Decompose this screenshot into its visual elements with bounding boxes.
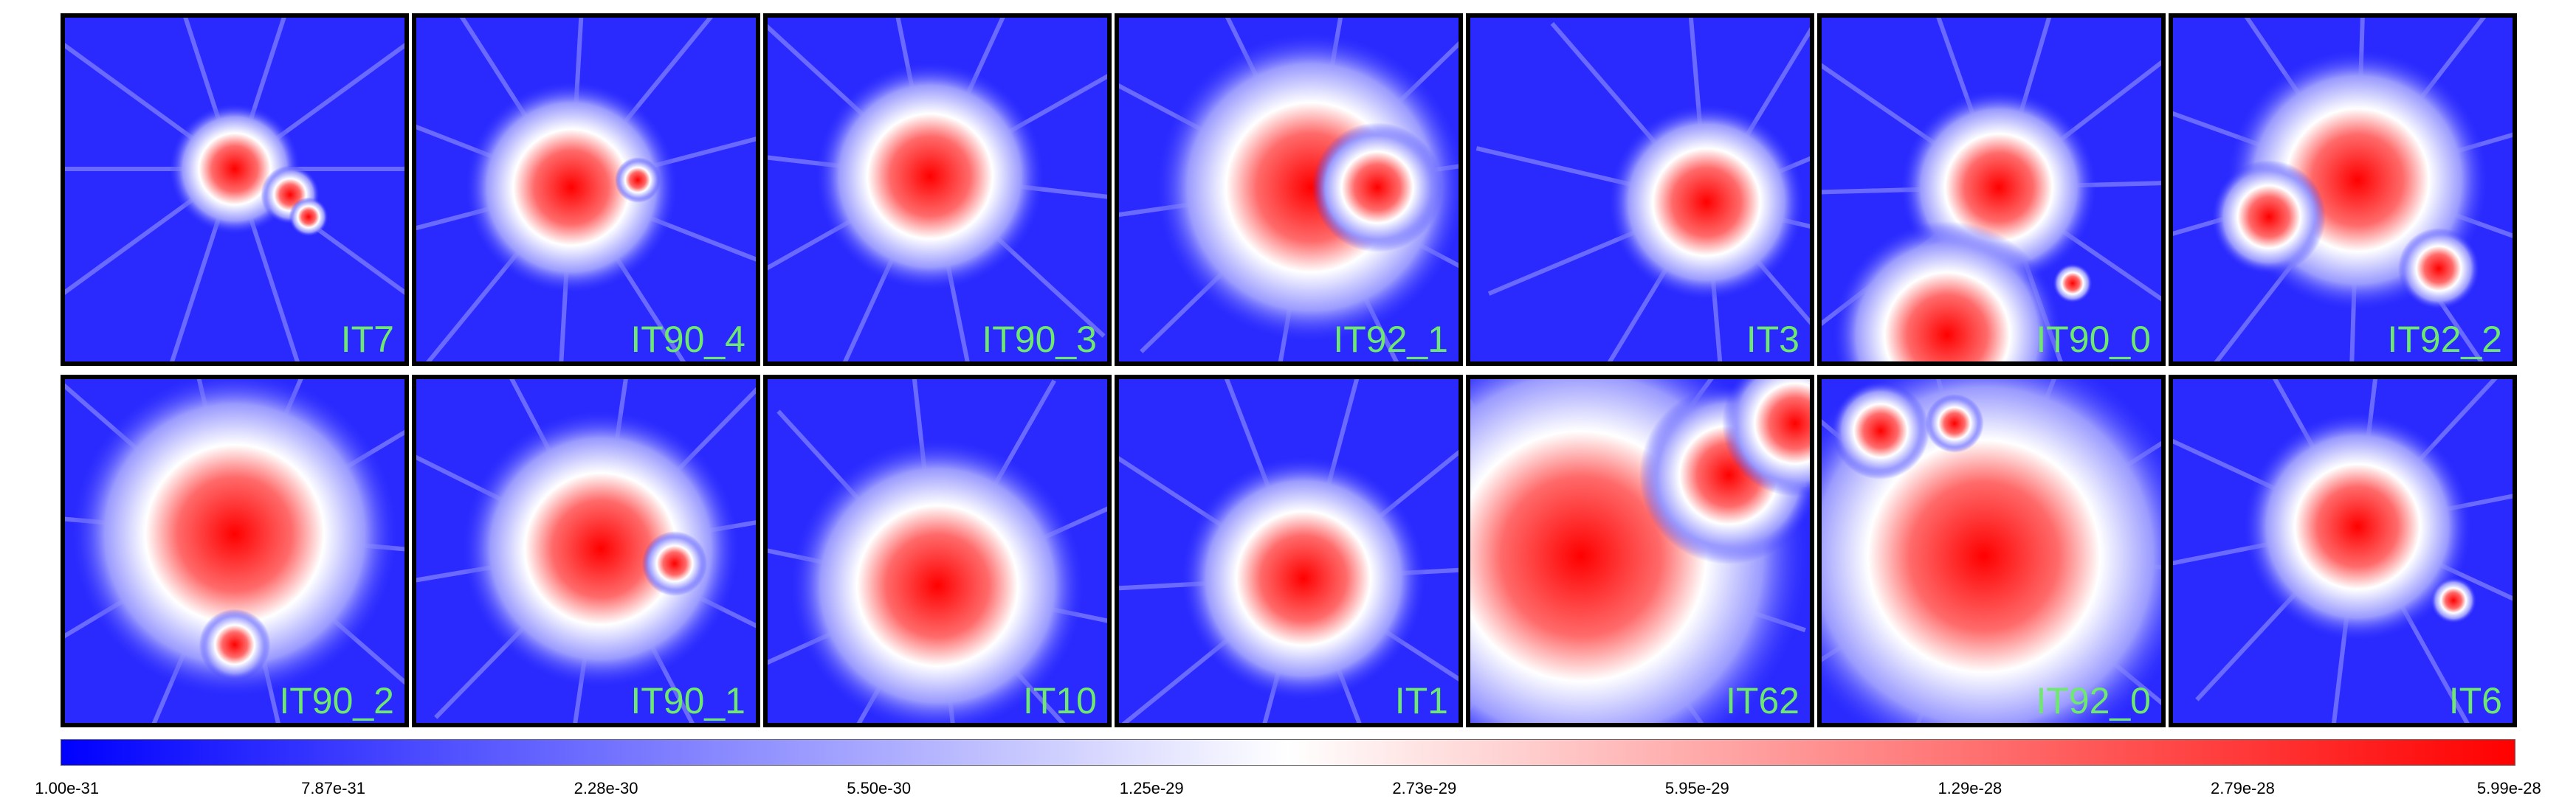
density-panel: IT90_3 bbox=[763, 13, 1112, 366]
panel-label: IT90_1 bbox=[630, 680, 745, 721]
density-map bbox=[1119, 18, 1459, 361]
density-map bbox=[416, 379, 756, 723]
density-panel: IT90_0 bbox=[1817, 13, 2166, 366]
panel-label: IT90_4 bbox=[630, 319, 745, 360]
panel-label: IT3 bbox=[1746, 319, 1800, 360]
colorbar-tick-label: 2.79e-28 bbox=[2211, 779, 2275, 797]
density-map bbox=[768, 379, 1107, 723]
panel-label: IT7 bbox=[340, 319, 394, 360]
colorbar-tick-label: 1.25e-29 bbox=[1119, 779, 1184, 797]
density-map bbox=[1822, 379, 2161, 723]
colorbar-tick-label: 7.87e-31 bbox=[301, 779, 365, 797]
panel-label: IT6 bbox=[2448, 680, 2502, 721]
density-panel: IT92_2 bbox=[2169, 13, 2517, 366]
density-map bbox=[416, 18, 756, 361]
density-panel: IT3 bbox=[1466, 13, 1814, 366]
colorbar-tick-label: 5.99e-28 bbox=[2476, 779, 2541, 797]
density-panel: IT90_2 bbox=[61, 375, 409, 727]
panel-label: IT10 bbox=[1022, 680, 1097, 721]
density-map bbox=[65, 18, 404, 361]
density-map bbox=[1470, 18, 1810, 361]
density-map bbox=[65, 379, 404, 723]
density-map bbox=[1822, 18, 2161, 361]
panel-label: IT90_0 bbox=[2036, 319, 2151, 360]
colorbar-tick-label: 5.95e-29 bbox=[1664, 779, 1729, 797]
colorbar-ticks: 1.00e-31 7.87e-31 2.28e-30 5.50e-30 1.25e-29… bbox=[35, 779, 2541, 801]
panel-label: IT92_2 bbox=[2387, 319, 2502, 360]
panel-label: IT62 bbox=[1725, 680, 1800, 721]
density-panel: IT6 bbox=[2169, 375, 2517, 727]
density-map bbox=[2173, 18, 2513, 361]
colorbar-tick-label: 2.73e-29 bbox=[1392, 779, 1457, 797]
colorbar-tick-label: 1.29e-28 bbox=[1938, 779, 2002, 797]
density-panel: IT62 bbox=[1466, 375, 1814, 727]
density-map bbox=[2173, 379, 2513, 723]
density-panel: IT7 bbox=[61, 13, 409, 366]
colorbar-tick-label: 2.28e-30 bbox=[574, 779, 638, 797]
density-map bbox=[768, 18, 1107, 361]
density-panel: IT10 bbox=[763, 375, 1112, 727]
density-panel: IT92_0 bbox=[1817, 375, 2166, 727]
colorbar bbox=[61, 739, 2515, 766]
density-map bbox=[1470, 379, 1810, 723]
density-panel: IT90_4 bbox=[412, 13, 760, 366]
panel-label: IT90_3 bbox=[982, 319, 1097, 360]
panel-label: IT92_1 bbox=[1333, 319, 1448, 360]
panel-label: IT92_0 bbox=[2036, 680, 2151, 721]
panel-label: IT1 bbox=[1394, 680, 1448, 721]
density-panel: IT90_1 bbox=[412, 375, 760, 727]
colorbar-tick-label: 1.00e-31 bbox=[35, 779, 100, 797]
panel-label: IT90_2 bbox=[279, 680, 394, 721]
density-panel: IT92_1 bbox=[1115, 13, 1463, 366]
density-map bbox=[1119, 379, 1459, 723]
colorbar-tick-label: 5.50e-30 bbox=[847, 779, 912, 797]
density-panel: IT1 bbox=[1115, 375, 1463, 727]
panel-grid: IT7 IT90_4 IT90_3 IT92_1 IT3 IT90_0 IT92_2 IT90… bbox=[61, 13, 2517, 732]
